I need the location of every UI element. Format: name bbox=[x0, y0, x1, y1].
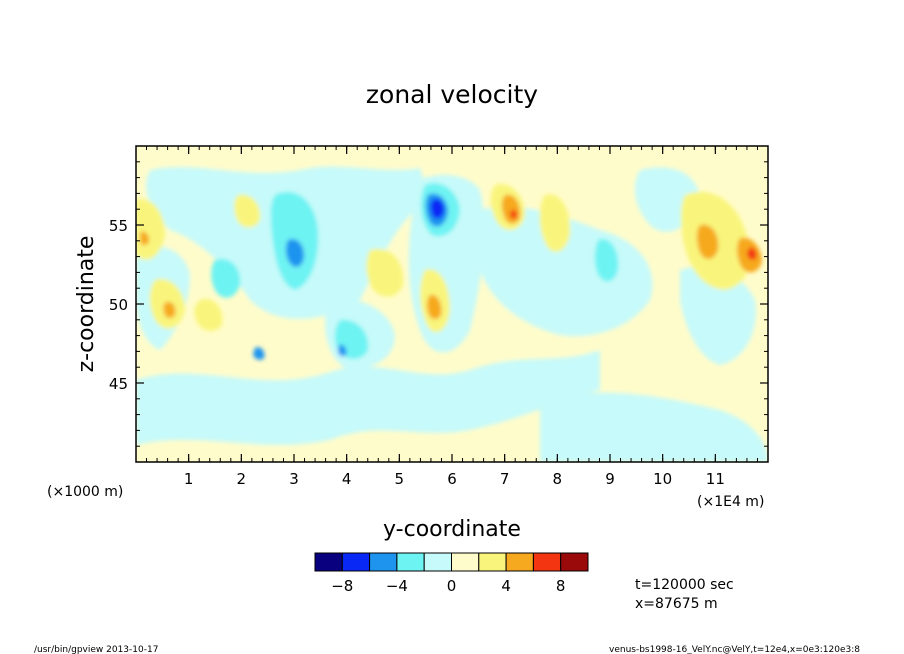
region-weak-negative bbox=[540, 392, 768, 462]
x-tick-label: 8 bbox=[553, 470, 563, 488]
region-weak-positive bbox=[366, 249, 404, 297]
x-tick-label: 10 bbox=[653, 470, 672, 488]
region-weak-negative bbox=[680, 266, 756, 365]
colorbar-swatch bbox=[314, 552, 343, 572]
colorbar-tick-label: −8 bbox=[331, 577, 353, 595]
x-tick-label: 6 bbox=[447, 470, 457, 488]
colorbar-swatch bbox=[423, 552, 453, 572]
region-moderate-negative bbox=[594, 239, 619, 282]
colorbar-swatch bbox=[505, 552, 534, 572]
x-axis-scale-note: (×1E4 m) bbox=[697, 494, 764, 510]
colorbar: −8 −4 0 4 8 bbox=[314, 552, 589, 595]
colorbar-swatch bbox=[451, 552, 480, 572]
y-axis: 45 50 55 bbox=[109, 145, 768, 463]
colorbar-swatch bbox=[532, 552, 562, 572]
x-tick-label: 2 bbox=[237, 470, 247, 488]
colorbar-swatch bbox=[560, 552, 589, 572]
region-moderate-positive bbox=[426, 294, 442, 320]
region-moderate-positive bbox=[140, 231, 150, 246]
footer-left: /usr/bin/gpview 2013-10-17 bbox=[34, 645, 158, 654]
x-tick-label: 1 bbox=[184, 470, 194, 488]
info-time: t=120000 sec bbox=[635, 577, 734, 593]
x-tick-label: 9 bbox=[605, 470, 615, 488]
y-tick-label: 55 bbox=[109, 217, 128, 235]
region-moderate-positive bbox=[696, 224, 719, 259]
colorbar-tick-label: 0 bbox=[447, 577, 457, 595]
region-weak-positive bbox=[234, 194, 261, 228]
region-strong-negative bbox=[253, 347, 265, 360]
chart-title: zonal velocity bbox=[366, 80, 538, 109]
y-tick-label: 45 bbox=[109, 375, 128, 393]
region-strong-negative bbox=[285, 238, 305, 267]
x-tick-label: 4 bbox=[342, 470, 352, 488]
y-axis-label: z-coordinate bbox=[74, 236, 99, 373]
region-extreme-negative bbox=[430, 198, 445, 219]
region-weak-negative bbox=[480, 206, 653, 337]
colorbar-swatch bbox=[478, 552, 507, 572]
x-axis: 1 2 3 4 5 6 7 8 9 10 11 bbox=[135, 146, 769, 488]
contour-field bbox=[136, 146, 768, 462]
colorbar-swatch bbox=[369, 552, 398, 572]
x-tick-label: 5 bbox=[395, 470, 405, 488]
region-strong-positive bbox=[747, 247, 757, 260]
region-strong-positive bbox=[510, 209, 517, 219]
x-tick-label: 11 bbox=[706, 470, 725, 488]
region-strong-negative bbox=[338, 344, 347, 357]
x-tick-label: 3 bbox=[289, 470, 299, 488]
x-axis-label: y-coordinate bbox=[383, 517, 521, 542]
y-axis-scale-note: (×1000 m) bbox=[47, 484, 123, 500]
info-position: x=87675 m bbox=[635, 596, 718, 612]
field-shapes bbox=[136, 166, 768, 462]
footer-right: venus-bs1998-16_VelY.nc@VelY,t=12e4,x=0e… bbox=[609, 645, 860, 654]
region-weak-negative bbox=[136, 350, 600, 445]
colorbar-tick-label: −4 bbox=[386, 577, 408, 595]
region-weak-positive bbox=[194, 299, 223, 332]
colorbar-tick-label: 8 bbox=[556, 577, 566, 595]
y-tick-label: 50 bbox=[109, 296, 128, 314]
colorbar-swatch bbox=[396, 552, 425, 572]
region-moderate-positive bbox=[163, 301, 176, 319]
region-moderate-negative bbox=[211, 258, 241, 298]
colorbar-swatch bbox=[341, 552, 371, 572]
region-weak-positive bbox=[539, 194, 571, 252]
colorbar-tick-label: 4 bbox=[501, 577, 511, 595]
x-tick-label: 7 bbox=[500, 470, 510, 488]
